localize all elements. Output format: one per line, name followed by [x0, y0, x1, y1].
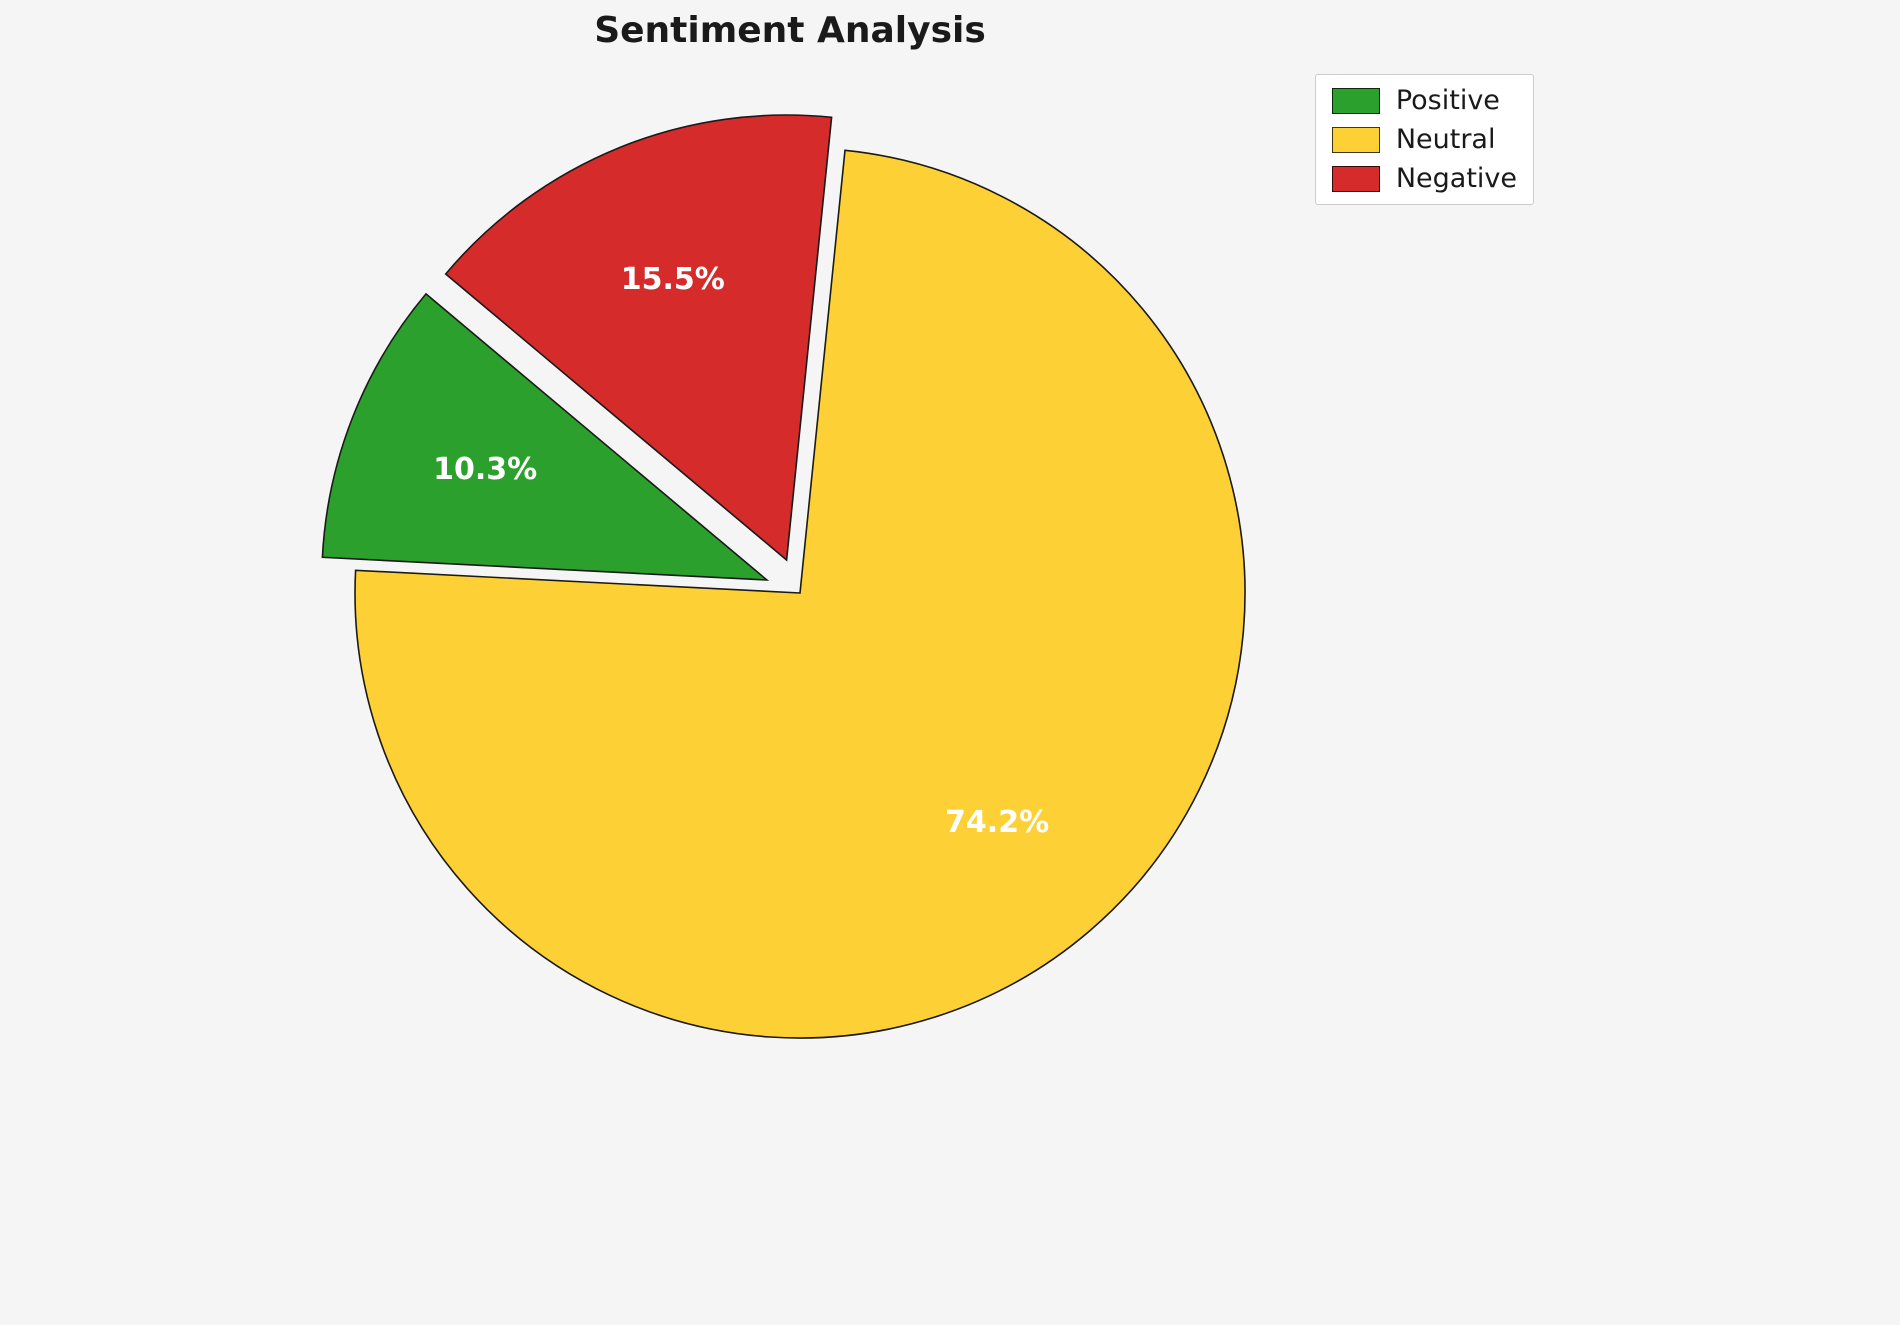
legend-item-negative: Negative: [1331, 163, 1517, 194]
pie-slice-neutral: [354, 149, 1246, 1039]
slice-percent-label-positive: 10.3%: [433, 452, 537, 487]
legend-label-negative: Negative: [1395, 163, 1517, 194]
legend-label-positive: Positive: [1395, 85, 1500, 116]
chart-title: Sentiment Analysis: [594, 10, 986, 51]
legend-label-neutral: Neutral: [1395, 124, 1496, 155]
slice-percent-label-negative: 15.5%: [621, 262, 725, 297]
legend-swatch-negative: [1331, 165, 1380, 192]
legend-swatch-positive: [1331, 87, 1380, 114]
slice-percent-label-neutral: 74.2%: [945, 805, 1049, 840]
legend-swatch-neutral: [1331, 126, 1380, 153]
pie-slice-positive: [321, 292, 770, 581]
legend: Positive Neutral Negative: [1314, 74, 1534, 205]
legend-item-positive: Positive: [1331, 85, 1517, 116]
pie-slice-negative: [444, 114, 833, 562]
legend-item-neutral: Neutral: [1331, 124, 1517, 155]
